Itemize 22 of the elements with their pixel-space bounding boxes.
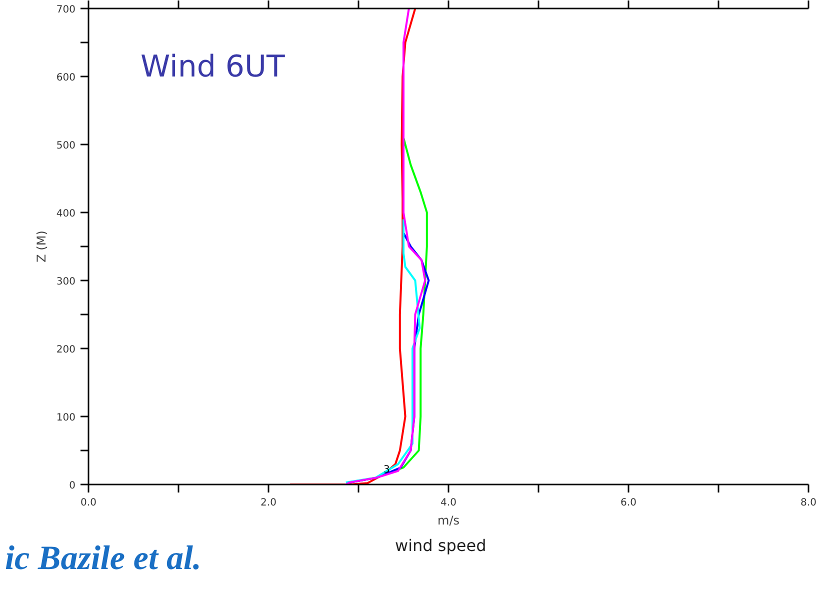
text: Wind 6UT <box>140 50 286 84</box>
y-tick-label: 200 <box>56 344 76 356</box>
line-series <box>344 218 421 484</box>
line-series <box>289 8 416 484</box>
text: ic Bazile et al. <box>5 540 202 577</box>
x-tick-label: 4.0 <box>440 498 456 508</box>
x-axis-title: m/s <box>438 514 460 528</box>
text: wind speed <box>395 536 486 555</box>
x-tick-label: 2.0 <box>260 498 276 508</box>
x-tick-label: 6.0 <box>620 498 636 508</box>
y-tick-label: 100 <box>56 412 76 424</box>
line-series <box>344 8 426 484</box>
y-tick-label: 0 <box>69 480 76 492</box>
y-tick-label: 700 <box>56 4 76 16</box>
y-tick-label: 400 <box>56 208 76 220</box>
y-axis-title: Z (M) <box>34 230 48 262</box>
y-tick-label: 600 <box>56 72 76 84</box>
y-tick-label: 500 <box>56 140 76 152</box>
y-tick-label: 300 <box>56 276 76 288</box>
annotation: 3 <box>384 464 390 476</box>
x-tick-label: 0.0 <box>80 498 96 508</box>
x-tick-label: 8.0 <box>800 498 816 508</box>
